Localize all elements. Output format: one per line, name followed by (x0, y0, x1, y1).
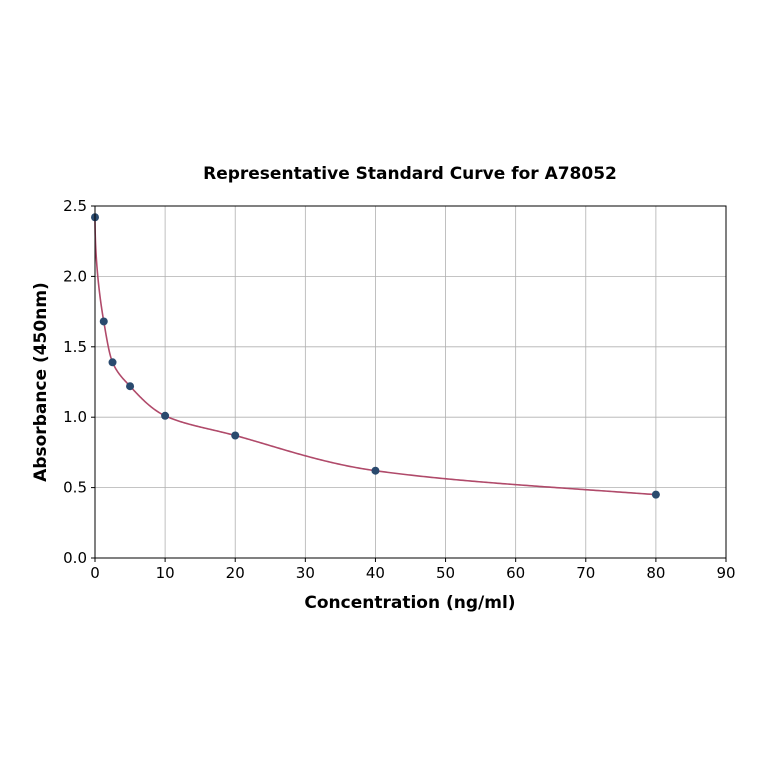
x-tick-label: 70 (576, 564, 595, 582)
x-tick-label: 10 (156, 564, 175, 582)
data-point (126, 382, 135, 391)
plot-frame (94, 205, 727, 559)
x-axis-label: Concentration (ng/ml) (304, 593, 515, 613)
x-tick-label: 20 (226, 564, 245, 582)
y-tick-label: 2.5 (63, 197, 87, 215)
chart-title: Representative Standard Curve for A78052 (203, 164, 617, 184)
data-points (91, 213, 660, 499)
data-point (651, 490, 660, 499)
y-axis-label: Absorbance (450nm) (31, 282, 51, 482)
y-tick-label: 1.0 (63, 408, 87, 426)
x-tick-label: 90 (716, 564, 735, 582)
y-tick-label: 2.0 (63, 267, 87, 285)
data-point (161, 411, 170, 420)
grid (94, 205, 727, 559)
data-point (108, 358, 117, 367)
x-tick-label: 0 (90, 564, 100, 582)
y-tick-label: 0.5 (63, 479, 87, 497)
data-point (99, 317, 108, 326)
x-tick-label: 60 (506, 564, 525, 582)
x-tick-label: 80 (646, 564, 665, 582)
x-axis-ticks: 0 10 20 30 40 50 60 70 80 90 (90, 558, 736, 582)
y-tick-label: 0.0 (63, 549, 87, 567)
y-axis-ticks: 0.0 0.5 1.0 1.5 2.0 2.5 (63, 197, 95, 567)
data-point (371, 466, 380, 475)
x-tick-label: 50 (436, 564, 455, 582)
x-tick-label: 40 (366, 564, 385, 582)
x-tick-label: 30 (296, 564, 315, 582)
y-tick-label: 1.5 (63, 338, 87, 356)
data-point (231, 431, 240, 440)
